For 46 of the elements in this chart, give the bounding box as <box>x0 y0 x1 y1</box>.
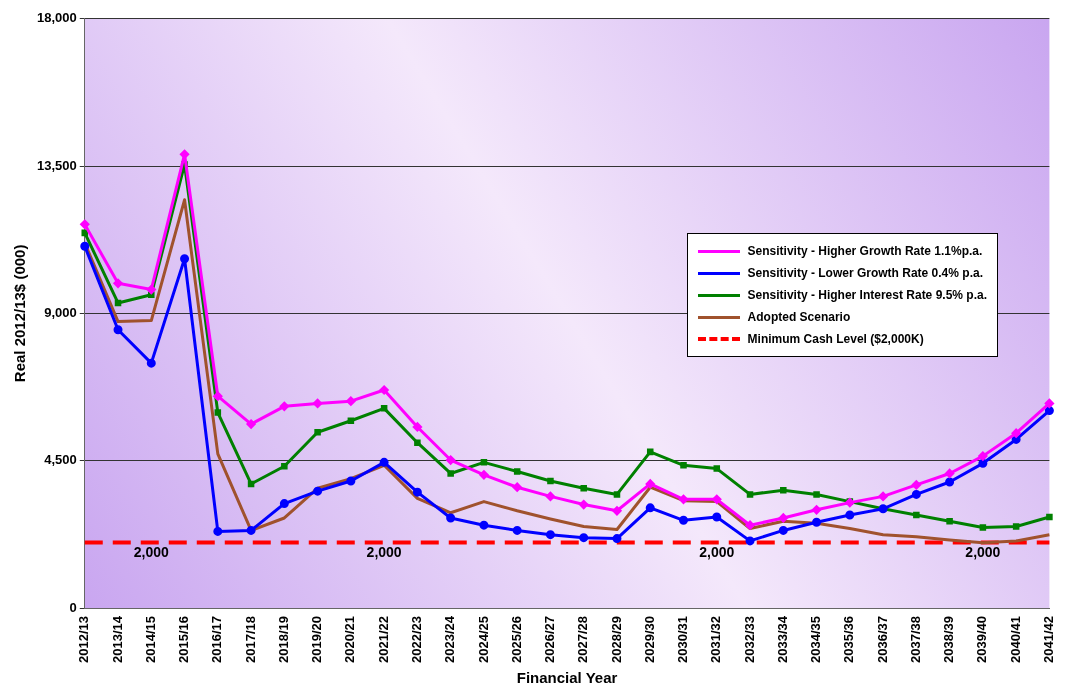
x-tick-label: 2022/23 <box>408 616 424 664</box>
legend-label: Adopted Scenario <box>747 310 851 324</box>
x-tick-label: 2028/29 <box>608 616 624 664</box>
annotation: 2,000 <box>366 544 402 561</box>
legend-label: Sensitivity - Higher Interest Rate 9.5% p.a. <box>747 288 987 302</box>
x-tick-label: 2018/19 <box>275 616 291 664</box>
annotation: 2,000 <box>133 544 170 561</box>
x-tick-label: 2014/15 <box>142 616 158 664</box>
x-tick-label: 2041/42 <box>1040 616 1056 664</box>
y-tick-label: 4,500 <box>44 452 77 468</box>
x-tick-label: 2036/37 <box>874 616 890 664</box>
y-tick-label: 0 <box>69 599 77 615</box>
x-tick-label: 2019/20 <box>309 616 325 664</box>
x-tick-label: 2015/16 <box>176 616 192 664</box>
x-tick-label: 2039/40 <box>974 616 990 664</box>
x-tick-label: 2013/14 <box>109 615 125 664</box>
x-tick-label: 2017/18 <box>242 616 258 664</box>
x-tick-label: 2020/21 <box>342 616 358 664</box>
y-tick-label: 18,000 <box>37 10 77 26</box>
x-tick-label: 2024/25 <box>475 616 491 664</box>
x-tick-label: 2026/27 <box>542 616 558 664</box>
x-axis-title: Financial Year <box>516 669 618 687</box>
x-tick-label: 2025/26 <box>508 616 524 664</box>
y-tick-label: 13,500 <box>37 157 77 173</box>
x-tick-label: 2040/41 <box>1007 616 1023 664</box>
legend-label: Sensitivity - Lower Growth Rate 0.4% p.a. <box>747 266 983 280</box>
x-tick-label: 2034/35 <box>808 616 824 664</box>
x-tick-label: 2029/30 <box>641 616 657 664</box>
legend-label: Sensitivity - Higher Growth Rate 1.1%p.a. <box>747 244 983 258</box>
x-tick-label: 2023/24 <box>442 615 458 664</box>
x-tick-label: 2037/38 <box>907 616 923 664</box>
x-tick-label: 2031/32 <box>708 616 724 664</box>
y-tick-label: 9,000 <box>44 304 77 320</box>
x-tick-label: 2012/13 <box>76 616 92 664</box>
x-tick-label: 2030/31 <box>675 616 691 664</box>
x-tick-label: 2035/36 <box>841 616 857 664</box>
annotation: 2,000 <box>699 544 735 561</box>
y-axis-title: Real 2012/13$ (000) <box>11 244 29 383</box>
x-tick-label: 2033/34 <box>774 615 790 664</box>
legend-label: Minimum Cash Level ($2,000K) <box>747 332 924 346</box>
x-tick-label: 2016/17 <box>209 616 225 664</box>
x-tick-label: 2032/33 <box>741 616 757 664</box>
x-tick-label: 2038/39 <box>941 616 957 664</box>
x-tick-label: 2027/28 <box>575 616 591 664</box>
annotation: 2,000 <box>965 544 1001 561</box>
x-tick-label: 2021/22 <box>375 616 391 664</box>
